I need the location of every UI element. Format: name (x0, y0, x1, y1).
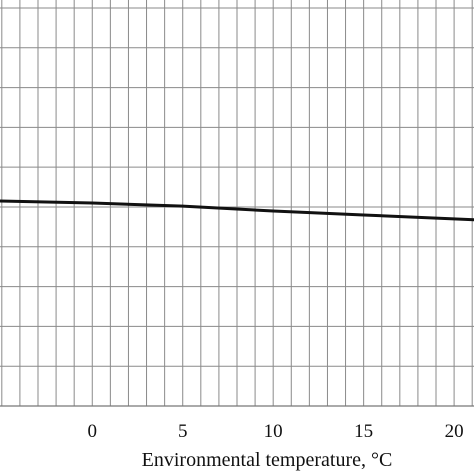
x-tick-label-5: 5 (178, 421, 188, 442)
x-tick-label-10: 10 (264, 421, 283, 442)
series-line-1 (0, 199, 474, 222)
x-tick-label-15: 15 (354, 421, 373, 442)
x-axis-title: Environmental temperature, °C (142, 449, 393, 471)
series-layer (0, 199, 474, 222)
x-tick-label-0: 0 (88, 421, 98, 442)
tick-layer: 0 5 10 15 20 (88, 421, 464, 442)
grid-layer (0, 0, 474, 407)
x-tick-label-20: 20 (445, 421, 464, 442)
